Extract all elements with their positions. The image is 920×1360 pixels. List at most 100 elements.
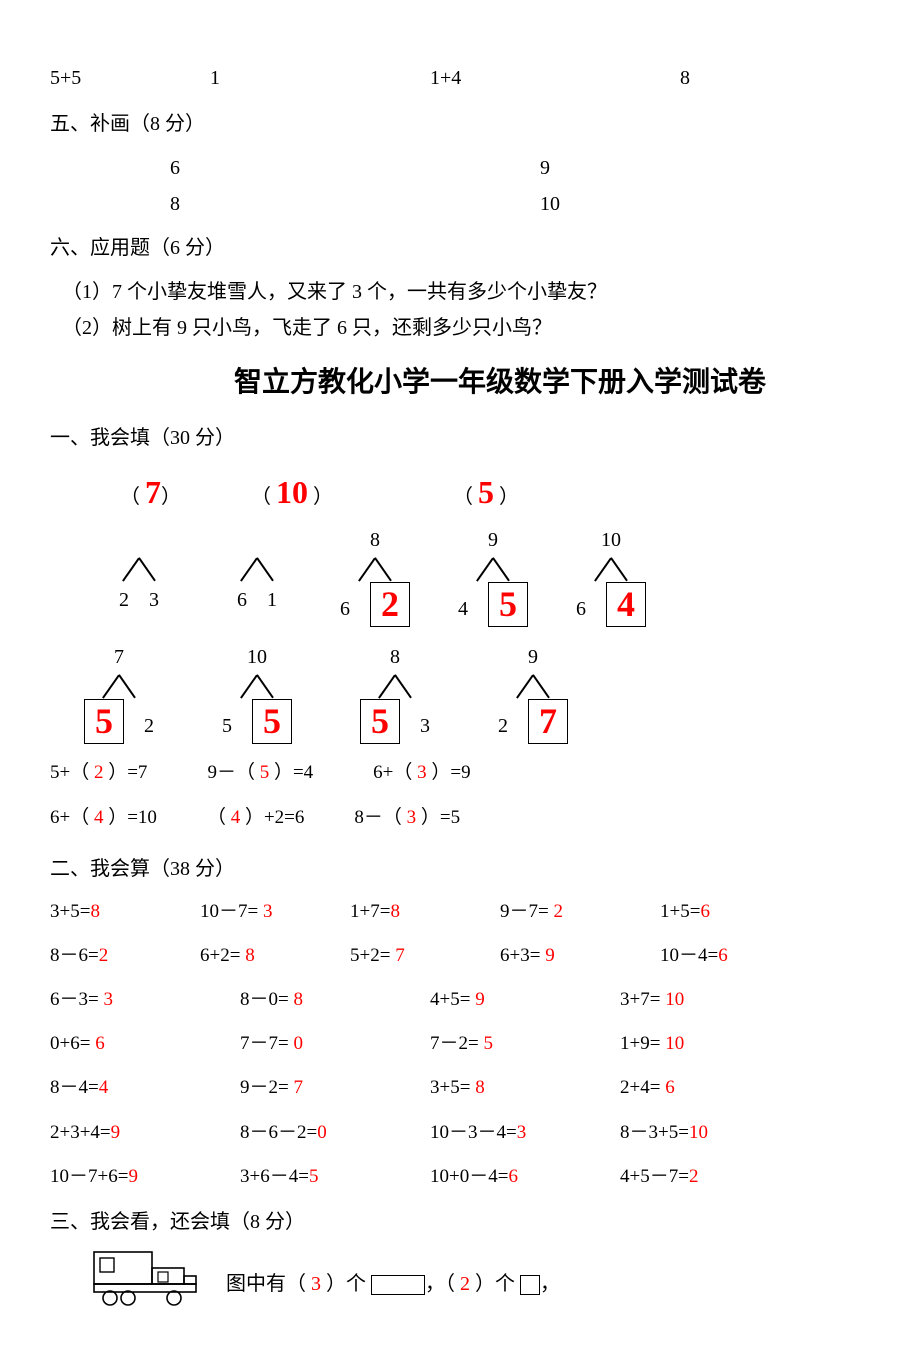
fill-equation: 8－（ 3 ）=5 — [354, 801, 460, 835]
tree-top-value: 8 — [390, 639, 400, 675]
paren-answer: （ 5 ） — [453, 464, 519, 522]
tree-left-value: 6 — [576, 591, 586, 627]
calc-item: 5+2= 7 — [350, 939, 500, 973]
tree-right-value: 5 — [252, 699, 292, 744]
tree-branches — [84, 675, 154, 699]
text: ）个 — [321, 1273, 371, 1295]
tree-branches — [458, 558, 528, 582]
calc-row: 2+3+4=98－6－2=010－3－4=38－3+5=10 — [50, 1116, 870, 1150]
fill-equations-row-1: 5+（ 2 ）=7 9－（ 5 ）=4 6+（ 3 ）=9 — [50, 756, 870, 796]
section-6-header: 六、应用题（6 分） — [50, 230, 870, 266]
calc-item: 6+3= 9 — [500, 939, 660, 973]
calc-item: 3+6－4=5 — [240, 1160, 430, 1194]
calc-item: 10－7+6=9 — [50, 1160, 240, 1194]
calc-item: 2+3+4=9 — [50, 1116, 240, 1150]
fill-equations-row-2: 6+（ 4 ）=10（ 4 ）+2=68－（ 3 ）=5 — [50, 801, 870, 841]
answer: 5 — [478, 474, 494, 510]
tree-bottom: 52 — [84, 699, 154, 744]
tree-top-value: 7 — [114, 639, 124, 675]
number-trees-row-1: 23 618629451064 — [50, 522, 870, 627]
tree-left-value: 6 — [340, 591, 350, 627]
fill-equation: 9－（ 5 ）=4 — [207, 756, 313, 790]
calc-item: 6－3= 3 — [50, 983, 240, 1017]
calc-item: 10－7= 3 — [200, 895, 350, 929]
tree-bottom: 27 — [498, 699, 568, 744]
tree-bottom: 45 — [458, 582, 528, 627]
num: 9 — [540, 150, 550, 186]
fill-equation: 6+（ 3 ）=9 — [373, 756, 470, 790]
tree-right-value: 4 — [606, 582, 646, 627]
tree-bottom: 64 — [576, 582, 646, 627]
number-tree: 61 — [222, 522, 292, 618]
tree-right-value: 5 — [488, 582, 528, 627]
section-1-header: 一、我会填（30 分） — [50, 420, 870, 456]
calc-item: 0+6= 6 — [50, 1027, 240, 1061]
tree-branches — [222, 558, 292, 582]
tree-top-value: 9 — [528, 639, 538, 675]
tree-right-value: 3 — [149, 582, 159, 618]
answer: 2 — [460, 1273, 470, 1295]
calc-item: 9－2= 7 — [240, 1071, 430, 1105]
tree-branches — [104, 558, 174, 582]
fill-equation: 5+（ 2 ）=7 — [50, 756, 147, 790]
expr: 1+4 — [430, 60, 680, 96]
tree-top-value: 10 — [247, 639, 267, 675]
tree-top-value: 8 — [370, 522, 380, 558]
calc-item: 8－4=4 — [50, 1071, 240, 1105]
calculations: 3+5=810－7= 31+7=89－7= 21+5=6 8－6=26+2= 85… — [50, 895, 870, 1194]
word-problem-2: （2）树上有 9 只小鸟，飞走了 6 只，还剩多少只小鸟？ — [50, 310, 870, 346]
tree-left-value: 2 — [119, 582, 129, 618]
tree-left-value: 2 — [498, 708, 508, 744]
section-5-header: 五、补画（8 分） — [50, 106, 870, 142]
text: 图中有（ — [226, 1273, 311, 1295]
tree-left-value: 4 — [458, 591, 468, 627]
number-tree: 927 — [498, 639, 568, 744]
number-tree: 10 55 — [222, 639, 292, 744]
tree-branches — [360, 675, 430, 699]
section-3-header: 三、我会看，还会填（8 分） — [50, 1204, 870, 1240]
tree-right-value: 3 — [420, 708, 430, 744]
tree-bottom: 53 — [360, 699, 430, 744]
tree-top-value — [137, 522, 142, 558]
tree-left-value: 5 — [222, 708, 232, 744]
tree-bottom: 55 — [222, 699, 292, 744]
calc-row: 8－6=26+2= 85+2= 76+3= 910－4=6 — [50, 939, 870, 973]
tree-bottom: 62 — [340, 582, 410, 627]
tree-right-value: 7 — [528, 699, 568, 744]
tree-bottom: 23 — [119, 582, 159, 618]
calc-item: 8－0= 8 — [240, 983, 430, 1017]
section-2-header: 二、我会算（38 分） — [50, 851, 870, 887]
calc-item: 8－3+5=10 — [620, 1116, 800, 1150]
buhua-row1: 6 9 — [50, 150, 870, 186]
calc-item: 8－6－2=0 — [240, 1116, 430, 1150]
tree-bottom: 61 — [237, 582, 277, 618]
expr: 5+5 — [50, 60, 210, 96]
calc-row: 8－4=49－2= 73+5= 82+4= 6 — [50, 1071, 870, 1105]
prev-page-row: 5+5 1 1+4 8 — [50, 60, 870, 96]
paren-answer: （ 10 ） — [251, 464, 333, 522]
calc-row: 3+5=810－7= 31+7=89－7= 21+5=6 — [50, 895, 870, 929]
calc-row: 0+6= 67－7= 07－2= 51+9= 10 — [50, 1027, 870, 1061]
calc-item: 7－2= 5 — [430, 1027, 620, 1061]
tree-right-value: 2 — [370, 582, 410, 627]
calc-item: 3+5=8 — [50, 895, 200, 929]
square-icon — [520, 1275, 540, 1295]
calc-item: 2+4= 6 — [620, 1071, 800, 1105]
number-tree: 945 — [458, 522, 528, 627]
calc-item: 1+5=6 — [660, 895, 800, 929]
text: ）个 — [470, 1273, 520, 1295]
calc-item: 3+5= 8 — [430, 1071, 620, 1105]
tree-branches — [576, 558, 646, 582]
exam-title: 智立方教化小学一年级数学下册入学测试卷 — [130, 358, 870, 408]
calc-item: 10－4=6 — [660, 939, 800, 973]
calc-item: 9－7= 2 — [500, 895, 660, 929]
calc-item: 7－7= 0 — [240, 1027, 430, 1061]
calc-item: 10－3－4=3 — [430, 1116, 620, 1150]
calc-item: 8－6=2 — [50, 939, 200, 973]
number-trees-row-2: 7521055853927 — [50, 639, 870, 744]
paren-answer: （ 7） — [120, 464, 181, 522]
num: 8 — [680, 60, 690, 96]
calc-item: 10+0－4=6 — [430, 1160, 620, 1194]
number-tree: 7 52 — [84, 639, 154, 744]
calc-row: 10－7+6=93+6－4=510+0－4=64+5－7=2 — [50, 1160, 870, 1194]
